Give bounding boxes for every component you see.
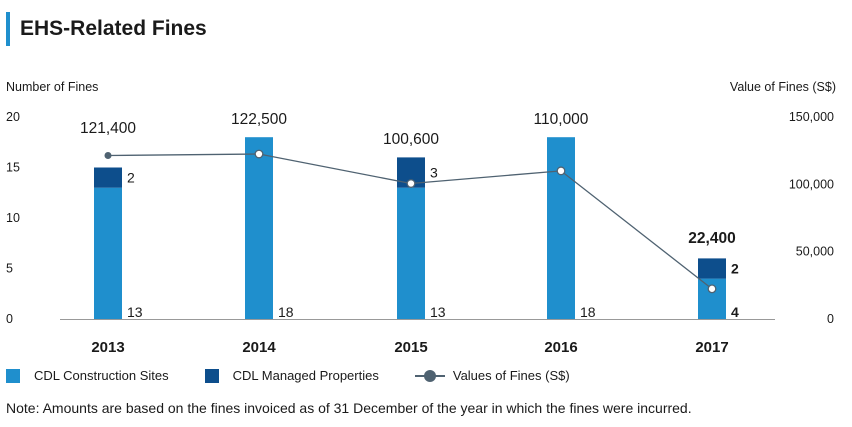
chart-title: EHS-Related Fines [20, 17, 207, 40]
legend-item-line: Values of Fines (S$) [414, 368, 570, 383]
y2-tick-label: 100,000 [789, 177, 834, 191]
y-tick-label: 10 [6, 211, 20, 225]
legend: CDL Construction Sites CDL Managed Prope… [6, 368, 606, 383]
legend-line-marker-icon [414, 369, 445, 383]
legend-label-line: Values of Fines (S$) [452, 368, 570, 383]
data-label-construction: 18 [580, 304, 596, 320]
line-value-label: 121,400 [80, 120, 136, 137]
bar-managed-2017 [698, 258, 726, 279]
chart-title-block: EHS-Related Fines [6, 12, 207, 46]
bar-managed-2013 [94, 167, 122, 188]
legend-swatch-construction [6, 368, 20, 383]
line-value-label: 122,500 [231, 111, 287, 128]
bar-construction-2014 [245, 137, 273, 319]
legend-label-managed: CDL Managed Properties [232, 368, 379, 383]
data-label-managed: 2 [127, 170, 135, 186]
line-value-label: 100,600 [383, 131, 439, 148]
x-tick-label: 2017 [695, 339, 728, 356]
footnote: Note: Amounts are based on the fines inv… [6, 400, 692, 416]
data-label-construction: 13 [430, 304, 446, 320]
data-label-construction: 4 [731, 304, 739, 320]
line-value-label: 110,000 [534, 111, 589, 128]
legend-swatch-managed [204, 368, 219, 383]
legend-label-construction: CDL Construction Sites [34, 368, 169, 383]
data-label-managed: 3 [430, 165, 438, 181]
x-tick-label: 2013 [91, 339, 124, 356]
x-tick-label: 2014 [242, 339, 276, 356]
y-tick-label: 5 [6, 262, 13, 276]
line-point [707, 284, 717, 294]
legend-item-construction: CDL Construction Sites [6, 368, 169, 383]
y-tick-label: 20 [6, 110, 20, 124]
y-axis-left-title: Number of Fines [6, 80, 99, 94]
line-point [406, 179, 416, 188]
y2-tick-label: 0 [827, 312, 834, 326]
bar-construction-2016 [547, 137, 575, 319]
line-point [104, 152, 112, 160]
line-point [556, 166, 566, 176]
y-tick-label: 0 [6, 312, 13, 326]
y-axis-right-title: Value of Fines (S$) [729, 80, 836, 94]
line-value-label: 22,400 [688, 230, 735, 247]
bar-construction-2013 [94, 187, 122, 319]
x-tick-label: 2016 [544, 339, 577, 356]
data-label-construction: 18 [278, 304, 294, 320]
y2-tick-label: 50,000 [796, 245, 834, 259]
x-tick-label: 2015 [394, 339, 427, 356]
data-label-managed: 2 [731, 261, 739, 277]
y-tick-label: 15 [6, 161, 20, 175]
line-point [254, 149, 264, 159]
legend-item-managed: CDL Managed Properties [204, 368, 379, 383]
title-accent-bar [6, 12, 10, 46]
data-label-construction: 13 [127, 304, 143, 320]
y2-tick-label: 150,000 [789, 110, 834, 124]
bar-construction-2015 [397, 187, 425, 319]
